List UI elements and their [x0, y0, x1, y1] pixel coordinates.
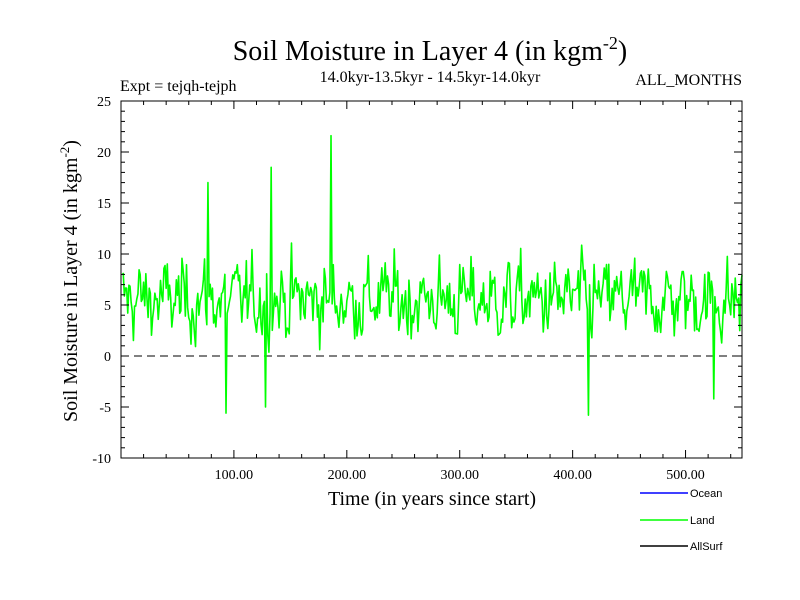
expt-label: Expt = tejqh-tejph	[120, 78, 237, 95]
x-tick-label: 100.00	[215, 468, 254, 483]
y-tick-label: 0	[104, 350, 111, 365]
legend-item-allsurf: AllSurf	[640, 541, 723, 553]
x-axis-label: Time (in years since start)	[328, 488, 536, 510]
y-tick-label: -10	[92, 452, 111, 467]
legend-item-land: Land	[640, 515, 714, 527]
x-tick-label: 200.00	[328, 468, 367, 483]
period-label: 14.0kyr-13.5kyr - 14.5kyr-14.0kyr	[320, 69, 541, 86]
legend: Ocean Land AllSurf	[640, 488, 723, 553]
legend-item-ocean: Ocean	[640, 488, 722, 500]
months-label: ALL_MONTHS	[635, 72, 742, 89]
y-tick-label: -5	[99, 401, 111, 416]
y-axis-label: Soil Moisture in Layer 4 (in kgm-2)	[57, 140, 82, 422]
chart-title: Soil Moisture in Layer 4 (in kgm-2)	[233, 33, 628, 67]
y-tick-label: 25	[97, 95, 111, 110]
x-tick-label: 500.00	[666, 468, 705, 483]
plot-frame	[120, 100, 743, 459]
y-tick-label: 5	[104, 299, 111, 314]
y-tick-label: 20	[97, 146, 111, 161]
axis-ticks: 100.00 200.00 300.00 400.00 500.00 -10 -5 0 5 10 1…	[92, 95, 742, 483]
y-tick-label: 15	[97, 197, 111, 212]
series-line-land	[121, 134, 743, 416]
y-tick-label: 10	[97, 248, 111, 263]
legend-label-ocean: Ocean	[690, 488, 722, 500]
legend-label-land: Land	[690, 515, 714, 527]
legend-label-allsurf: AllSurf	[690, 541, 723, 553]
x-tick-label: 400.00	[553, 468, 592, 483]
x-tick-label: 300.00	[440, 468, 479, 483]
plot-area	[121, 134, 743, 416]
